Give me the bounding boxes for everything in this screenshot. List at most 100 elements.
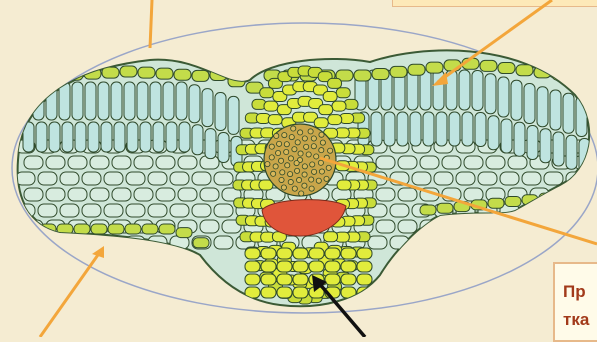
lower-epidermis-cell xyxy=(419,204,437,216)
palisade-cell xyxy=(74,121,87,153)
xylem-vessel xyxy=(297,129,304,136)
palisade-cell xyxy=(370,111,383,147)
spongy-cell xyxy=(103,203,124,218)
spongy-cell xyxy=(191,203,212,218)
palisade-cell xyxy=(110,81,123,121)
spongy-cell xyxy=(411,235,432,250)
bundle-sheath-cell xyxy=(267,114,283,126)
palisade-cell xyxy=(32,81,45,121)
lower-epidermis-cell xyxy=(192,237,210,249)
bundle-sheath-cell xyxy=(308,97,324,109)
xylem-vessel xyxy=(272,163,279,170)
xylem-vessel xyxy=(268,143,275,150)
palisade-cell xyxy=(227,95,240,135)
vein-parenchyma-cell xyxy=(292,273,309,286)
spongy-cell xyxy=(397,155,418,170)
xylem-vessel xyxy=(307,128,314,135)
spongy-cell xyxy=(169,171,190,186)
vein-parenchyma-cell xyxy=(324,273,341,286)
lower-epidermis-cell xyxy=(107,223,125,235)
spongy-cell xyxy=(67,187,88,202)
xylem-vessel xyxy=(281,132,288,139)
xylem-vessel xyxy=(284,162,291,169)
upper-epidermis-cell xyxy=(479,59,498,72)
palisade-cell xyxy=(549,89,562,131)
spongy-cell xyxy=(81,203,102,218)
phloem-region xyxy=(261,199,347,237)
partial-label-box: Пр тка xyxy=(553,262,597,342)
spongy-cell xyxy=(147,235,168,250)
upper-epidermis-cell xyxy=(371,68,390,81)
bundle-sheath-cell xyxy=(335,87,351,99)
palisade-cell xyxy=(419,69,432,111)
palisade-cell xyxy=(19,81,32,121)
spongy-cell xyxy=(367,235,388,250)
xylem-vessel xyxy=(268,154,275,161)
xylem-vessel xyxy=(291,185,298,192)
spongy-cell xyxy=(521,235,542,250)
spongy-cell xyxy=(573,187,590,202)
palisade-cell xyxy=(383,111,396,147)
bundle-sheath-cell xyxy=(327,114,343,126)
spongy-cell xyxy=(587,171,590,186)
spongy-cell xyxy=(375,187,396,202)
vein-parenchyma-cell xyxy=(260,260,277,273)
spongy-cell xyxy=(23,155,44,170)
spongy-cell xyxy=(199,219,220,234)
bundle-sheath-cell xyxy=(259,87,275,99)
vein-parenchyma-cell xyxy=(276,273,293,286)
lower-epidermis-cell xyxy=(504,196,522,207)
spongy-cell xyxy=(37,203,58,218)
spongy-cell xyxy=(59,171,80,186)
spongy-cell xyxy=(133,155,154,170)
xylem-vessel xyxy=(273,132,280,139)
spongy-cell xyxy=(441,219,462,234)
xylem-vessel xyxy=(301,135,308,142)
vein-parenchyma-cell xyxy=(340,260,357,273)
vein-parenchyma-cell xyxy=(260,247,277,260)
bundle-sheath-cell xyxy=(303,111,319,123)
spongy-cell xyxy=(389,203,410,218)
spongy-cell xyxy=(551,187,572,202)
palisade-cell xyxy=(165,121,178,153)
palisade-cell xyxy=(35,121,48,153)
vein-parenchyma-cell xyxy=(324,260,341,273)
palisade-cell xyxy=(484,73,497,115)
xylem-vessel xyxy=(308,176,315,183)
spongy-cell xyxy=(521,203,542,218)
palisade-cell xyxy=(406,69,419,111)
vein-parenchyma-cell xyxy=(260,273,277,286)
vein-parenchyma-cell xyxy=(308,247,325,260)
xylem-vessel xyxy=(315,177,322,184)
spongy-cell xyxy=(67,155,88,170)
outer-ellipse xyxy=(11,22,597,314)
vein-parenchyma-cell xyxy=(340,247,357,260)
xylem-vessel xyxy=(317,159,324,166)
upper-epidermis-cell xyxy=(425,61,444,74)
spongy-cell xyxy=(221,219,242,234)
upper-epidermis-cell xyxy=(515,64,534,77)
palisade-cell xyxy=(435,111,448,147)
palisade-cell xyxy=(217,132,230,163)
spongy-cell xyxy=(587,203,590,218)
lower-epidermis-cell xyxy=(124,223,142,235)
palisade-cell xyxy=(45,81,58,121)
bundle-sheath-cell xyxy=(263,100,279,112)
vein-parenchyma-cell xyxy=(276,247,293,260)
arrow-upper-epidermis xyxy=(148,0,154,49)
lower-epidermis-cell xyxy=(73,223,91,235)
lower-epidermis-cell xyxy=(555,190,573,202)
spongy-cell xyxy=(155,187,176,202)
xylem-vessel xyxy=(327,147,334,154)
xylem-vessel xyxy=(297,150,304,157)
palisade-cell xyxy=(61,121,74,153)
bundle-sheath-cell xyxy=(322,91,338,103)
xylem-vessel xyxy=(278,157,285,164)
palisade-cell xyxy=(204,128,217,160)
vein-parenchyma-cell xyxy=(244,260,261,273)
spongy-cell xyxy=(411,171,432,186)
spongy-cell xyxy=(397,187,418,202)
spongy-cell xyxy=(177,187,198,202)
vein-parenchyma-cell xyxy=(276,286,293,299)
xylem-vessel xyxy=(294,167,301,174)
